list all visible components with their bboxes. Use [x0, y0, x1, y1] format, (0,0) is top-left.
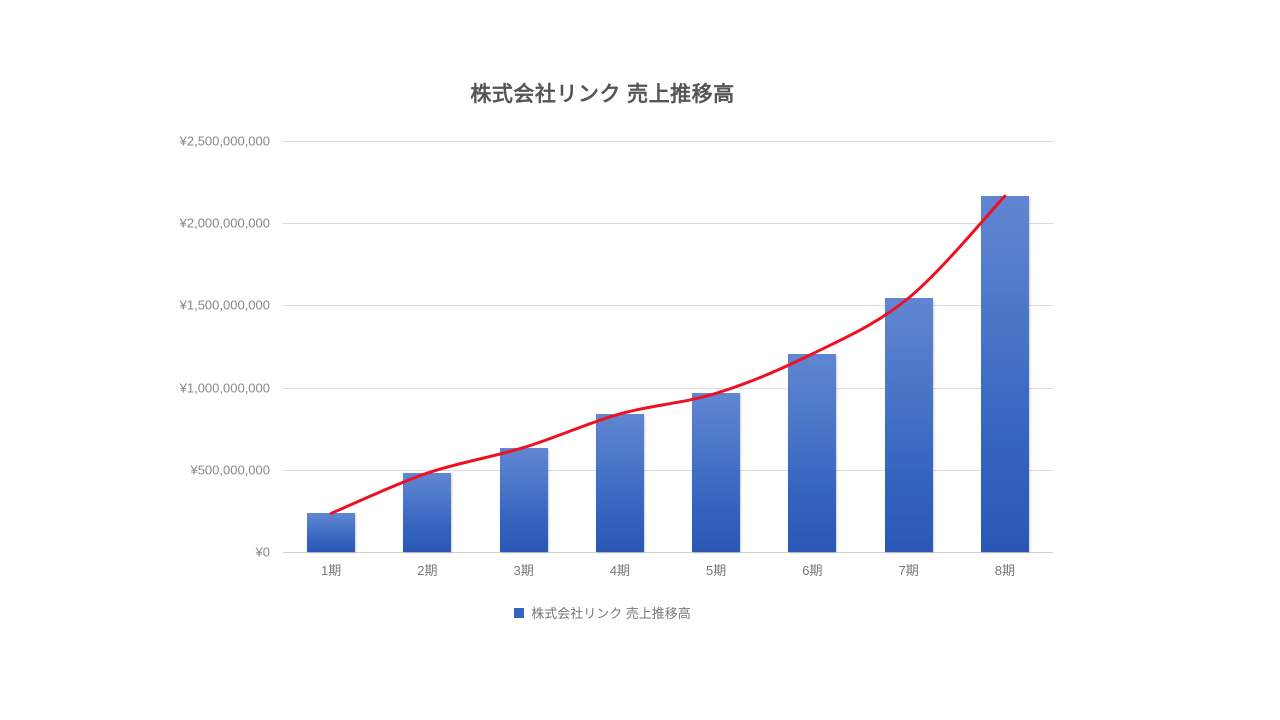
bar[interactable]: [403, 473, 452, 552]
x-axis-tick-label: 3期: [513, 563, 534, 578]
legend-item[interactable]: 株式会社リンク 売上推移高: [514, 603, 691, 622]
bar[interactable]: [692, 393, 741, 552]
gridline: [283, 552, 1053, 553]
y-axis-tick-label: ¥2,000,000,000: [179, 215, 270, 231]
x-axis-tick-label: 5期: [706, 563, 727, 578]
chart-legend: 株式会社リンク 売上推移高: [0, 603, 1205, 622]
x-axis-labels: 1期 2期 3期 4期 5期 6期 7期 8期: [283, 560, 1053, 584]
y-axis-tick-label: ¥1,000,000,000: [179, 380, 270, 396]
legend-color-swatch-icon: [514, 607, 525, 618]
bar-series: [283, 141, 1053, 552]
gridline: [283, 141, 1053, 142]
bar[interactable]: [499, 447, 548, 552]
x-axis-tick-label: 1期: [321, 563, 342, 578]
bar[interactable]: [788, 353, 837, 552]
bar[interactable]: [307, 513, 356, 552]
x-axis-tick-label: 2期: [417, 563, 438, 578]
plot-area: [283, 141, 1053, 553]
x-axis-tick-label: 8期: [994, 563, 1015, 578]
chart-title: 株式会社リンク 売上推移高: [470, 83, 735, 106]
bar[interactable]: [980, 196, 1029, 552]
bar[interactable]: [884, 298, 933, 552]
y-axis-tick-label: ¥500,000,000: [190, 462, 270, 478]
x-axis-tick-label: 7期: [898, 563, 919, 578]
x-axis-tick-label: 6期: [802, 563, 823, 578]
legend-item-label: 株式会社リンク 売上推移高: [531, 606, 691, 621]
x-axis-tick-label: 4期: [609, 563, 630, 578]
y-axis-tick-label: ¥1,500,000,000: [179, 297, 270, 313]
y-axis-tick-label: ¥2,500,000,000: [179, 133, 270, 149]
y-axis-labels: ¥0 ¥500,000,000 ¥1,000,000,000 ¥1,500,000,0…: [60, 134, 270, 560]
y-axis-tick-label: ¥0: [255, 544, 270, 560]
bar[interactable]: [595, 413, 644, 552]
